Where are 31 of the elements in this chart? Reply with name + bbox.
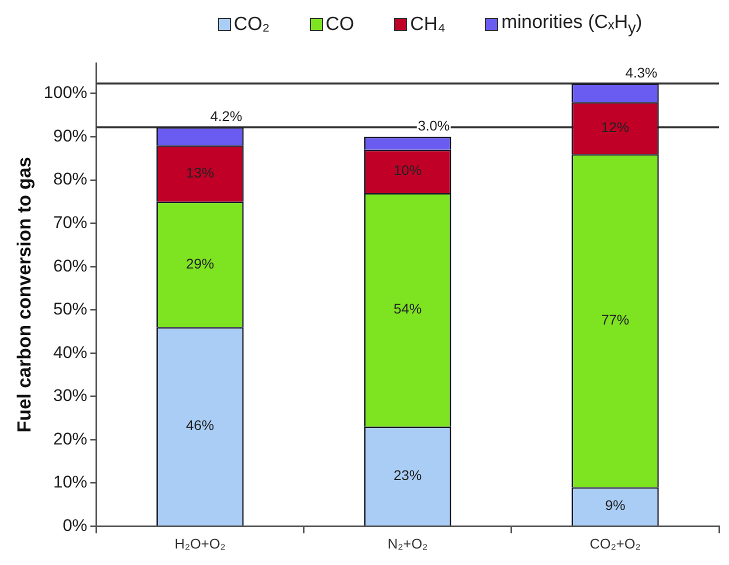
y-tick-label: 100% bbox=[44, 83, 88, 102]
data-label: 10% bbox=[394, 162, 422, 178]
y-tick-label: 10% bbox=[53, 472, 88, 492]
y-tick-label: 90% bbox=[53, 126, 88, 146]
data-label: 54% bbox=[394, 300, 422, 317]
data-label: 77% bbox=[601, 312, 630, 328]
y-axis-title: Fuel carbon conversion to gas bbox=[14, 156, 36, 432]
legend-label: CH₄ bbox=[410, 14, 446, 36]
x-tick-label: H₂O+O₂ bbox=[174, 535, 226, 552]
y-tick-label: 50% bbox=[53, 300, 88, 319]
data-label: 9% bbox=[605, 497, 626, 514]
data-label: 4.3% bbox=[625, 64, 658, 80]
data-label: 3.0% bbox=[418, 118, 450, 134]
legend-label: CO₂ bbox=[234, 14, 270, 36]
data-label: 13% bbox=[186, 164, 214, 180]
y-tick-label: 80% bbox=[53, 170, 88, 189]
y-tick-label: 30% bbox=[53, 386, 88, 406]
data-label: 12% bbox=[601, 118, 630, 135]
data-label: 23% bbox=[394, 466, 422, 483]
y-tick-label: 60% bbox=[53, 256, 88, 276]
x-tick-label: N₂+O₂ bbox=[388, 535, 428, 552]
legend-label: CO bbox=[326, 14, 354, 36]
legend-label: minorities (CₓH$_{y}$) bbox=[501, 12, 642, 38]
data-label: 4.2% bbox=[210, 108, 242, 124]
x-tick-label: CO₂+O₂ bbox=[590, 535, 641, 552]
y-tick-label: 40% bbox=[53, 342, 88, 362]
data-label: 29% bbox=[186, 255, 214, 272]
y-tick-label: 70% bbox=[53, 212, 88, 232]
y-tick-label: 0% bbox=[62, 516, 88, 535]
data-label: 46% bbox=[186, 417, 214, 434]
y-tick-label: 20% bbox=[53, 429, 88, 448]
